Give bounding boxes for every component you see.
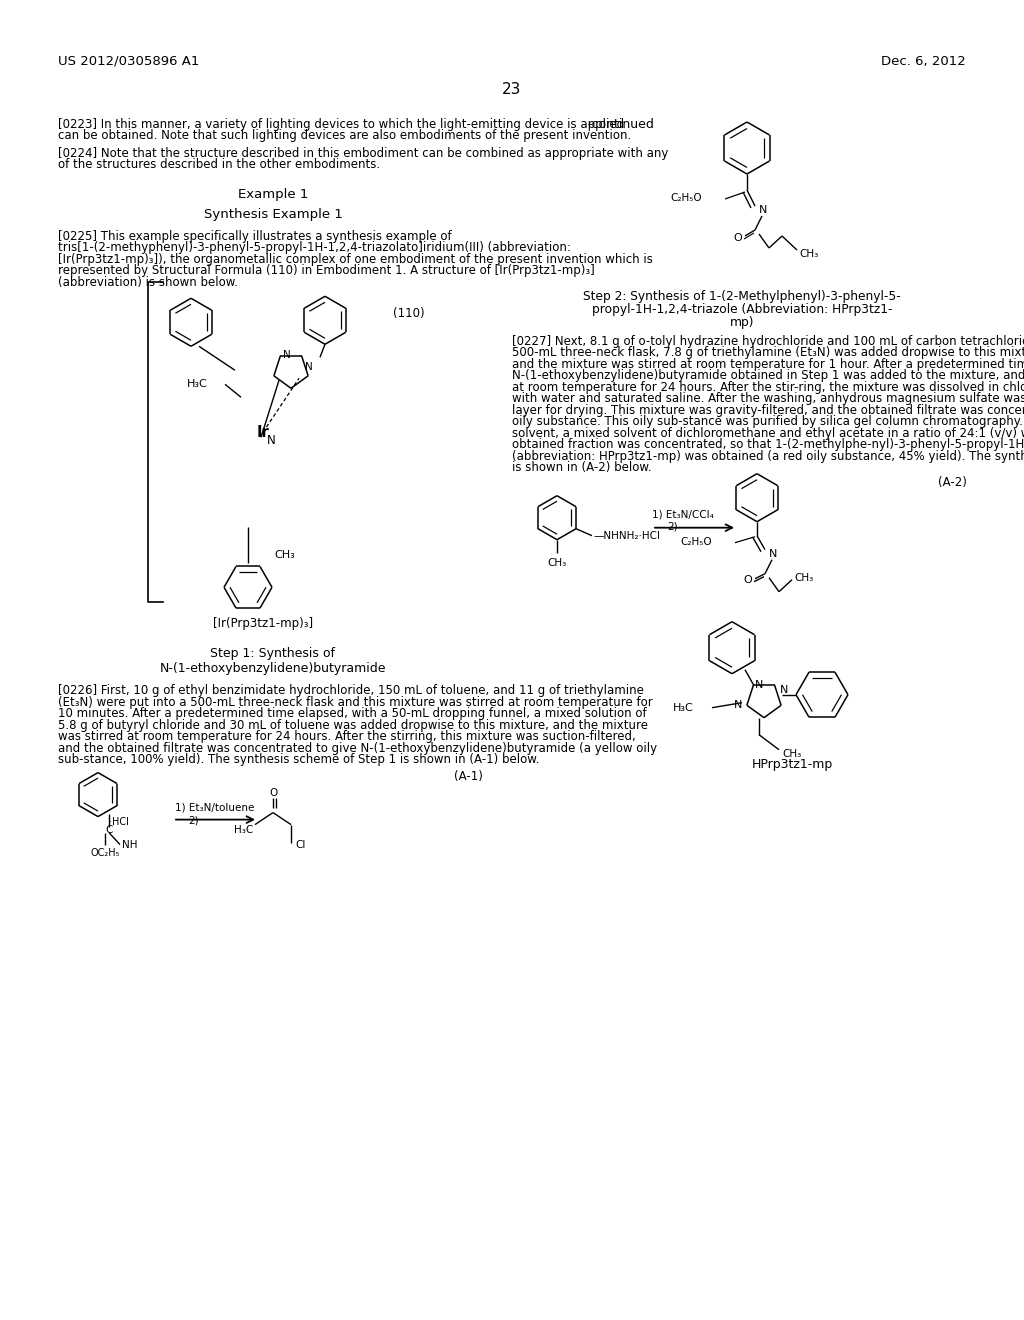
Text: Example 1: Example 1 xyxy=(238,187,308,201)
Text: Step 1: Synthesis of: Step 1: Synthesis of xyxy=(211,647,336,660)
Text: C₂H₅O: C₂H₅O xyxy=(671,193,702,203)
Text: H₃C: H₃C xyxy=(233,825,253,834)
Text: 2): 2) xyxy=(667,521,678,532)
Text: N: N xyxy=(780,685,788,694)
Text: CH₃: CH₃ xyxy=(794,573,813,582)
Text: N: N xyxy=(266,434,275,446)
Text: (110): (110) xyxy=(393,308,425,321)
Text: O: O xyxy=(269,788,278,797)
Text: (abbreviation: HPrp3tz1-mp) was obtained (a red oily substance, 45% yield). The : (abbreviation: HPrp3tz1-mp) was obtained… xyxy=(512,450,1024,463)
Text: can be obtained. Note that such lighting devices are also embodiments of the pre: can be obtained. Note that such lighting… xyxy=(58,129,631,143)
Text: and the mixture was stirred at room temperature for 1 hour. After a predetermine: and the mixture was stirred at room temp… xyxy=(512,358,1024,371)
Text: [0223] In this manner, a variety of lighting devices to which the light-emitting: [0223] In this manner, a variety of ligh… xyxy=(58,117,624,131)
Text: OC₂H₅: OC₂H₅ xyxy=(90,847,120,858)
Text: and the obtained filtrate was concentrated to give N-(1-ethoxybenzylidene)butyra: and the obtained filtrate was concentrat… xyxy=(58,742,657,755)
Text: -continued: -continued xyxy=(587,117,654,131)
Text: 1) Et₃N/CCl₄: 1) Et₃N/CCl₄ xyxy=(652,510,714,520)
Text: H₃C: H₃C xyxy=(673,702,694,713)
Text: is shown in (A-2) below.: is shown in (A-2) below. xyxy=(512,461,651,474)
Text: 23: 23 xyxy=(503,82,521,96)
Text: CH₃: CH₃ xyxy=(548,557,566,568)
Text: (A-2): (A-2) xyxy=(938,475,967,488)
Text: was stirred at room temperature for 24 hours. After the stirring, this mixture w: was stirred at room temperature for 24 h… xyxy=(58,730,636,743)
Text: [0227] Next, 8.1 g of o-tolyl hydrazine hydrochloride and 100 mL of carbon tetra: [0227] Next, 8.1 g of o-tolyl hydrazine … xyxy=(512,335,1024,348)
Text: CH₃: CH₃ xyxy=(782,748,801,759)
Text: N: N xyxy=(733,700,742,710)
Text: —NHNH₂·HCl: —NHNH₂·HCl xyxy=(594,531,662,541)
Text: (abbreviation) is shown below.: (abbreviation) is shown below. xyxy=(58,276,238,289)
Text: [0226] First, 10 g of ethyl benzimidate hydrochloride, 150 mL of toluene, and 11: [0226] First, 10 g of ethyl benzimidate … xyxy=(58,684,644,697)
Text: N-(1-ethoxybenzylidene)butyramide obtained in Step 1 was added to the mixture, a: N-(1-ethoxybenzylidene)butyramide obtain… xyxy=(512,370,1024,383)
Text: represented by Structural Formula (110) in Embodiment 1. A structure of [Ir(Prp3: represented by Structural Formula (110) … xyxy=(58,264,595,277)
Text: Cl: Cl xyxy=(295,840,305,850)
Text: Dec. 6, 2012: Dec. 6, 2012 xyxy=(882,55,966,69)
Text: [0224] Note that the structure described in this embodiment can be combined as a: [0224] Note that the structure described… xyxy=(58,147,669,160)
Text: H₃C: H₃C xyxy=(187,379,208,389)
Text: N: N xyxy=(755,680,763,689)
Text: C₂H₅O: C₂H₅O xyxy=(680,537,712,546)
Text: 1) Et₃N/toluene: 1) Et₃N/toluene xyxy=(175,803,254,813)
Text: [Ir(Prp3tz1-mp)₃]: [Ir(Prp3tz1-mp)₃] xyxy=(213,618,313,630)
Text: propyl-1H-1,2,4-triazole (Abbreviation: HPrp3tz1-: propyl-1H-1,2,4-triazole (Abbreviation: … xyxy=(592,304,892,315)
Text: O: O xyxy=(733,234,742,243)
Text: 5.8 g of butyryl chloride and 30 mL of toluene was added dropwise to this mixtur: 5.8 g of butyryl chloride and 30 mL of t… xyxy=(58,718,648,731)
Text: at room temperature for 24 hours. After the stir-ring, the mixture was dissolved: at room temperature for 24 hours. After … xyxy=(512,381,1024,393)
Text: Ir: Ir xyxy=(257,425,269,440)
Text: N: N xyxy=(759,205,767,215)
Text: Step 2: Synthesis of 1-(2-Methylphenyl)-3-phenyl-5-: Step 2: Synthesis of 1-(2-Methylphenyl)-… xyxy=(583,290,901,304)
Text: 2): 2) xyxy=(188,816,199,825)
Text: solvent, a mixed solvent of dichloromethane and ethyl acetate in a ratio of 24:1: solvent, a mixed solvent of dichlorometh… xyxy=(512,426,1024,440)
Text: (Et₃N) were put into a 500-mL three-neck flask and this mixture was stirred at r: (Et₃N) were put into a 500-mL three-neck… xyxy=(58,696,652,709)
Text: tris[1-(2-methyphenyl)-3-phenyl-5-propyl-1H-1,2,4-triazolato]iridium(III) (abbre: tris[1-(2-methyphenyl)-3-phenyl-5-propyl… xyxy=(58,242,570,255)
Text: mp): mp) xyxy=(730,315,755,329)
Text: N: N xyxy=(769,549,777,558)
Text: 10 minutes. After a predetermined time elapsed, with a 50-mL dropping funnel, a : 10 minutes. After a predetermined time e… xyxy=(58,708,646,721)
Text: C: C xyxy=(105,825,113,834)
Text: N-(1-ethoxybenzylidene)butyramide: N-(1-ethoxybenzylidene)butyramide xyxy=(160,663,386,676)
Text: obtained fraction was concentrated, so that 1-(2-methylphe-nyl)-3-phenyl-5-propy: obtained fraction was concentrated, so t… xyxy=(512,438,1024,451)
Text: layer for drying. This mixture was gravity-filtered, and the obtained filtrate w: layer for drying. This mixture was gravi… xyxy=(512,404,1024,417)
Text: N: N xyxy=(305,362,312,372)
Text: [0225] This example specifically illustrates a synthesis example of: [0225] This example specifically illustr… xyxy=(58,230,452,243)
Text: N: N xyxy=(283,350,291,360)
Text: HPrp3tz1-mp: HPrp3tz1-mp xyxy=(752,758,833,771)
Text: [Ir(Prp3tz1-mp)₃]), the organometallic complex of one embodiment of the present : [Ir(Prp3tz1-mp)₃]), the organometallic c… xyxy=(58,253,653,265)
Text: oily substance. This oily sub-stance was purified by silica gel column chromatog: oily substance. This oily sub-stance was… xyxy=(512,416,1024,428)
Text: Synthesis Example 1: Synthesis Example 1 xyxy=(204,209,342,220)
Text: of the structures described in the other embodiments.: of the structures described in the other… xyxy=(58,158,380,172)
Text: ·HCl: ·HCl xyxy=(109,817,129,826)
Text: NH: NH xyxy=(122,840,137,850)
Text: with water and saturated saline. After the washing, anhydrous magnesium sulfate : with water and saturated saline. After t… xyxy=(512,392,1024,405)
Text: (A-1): (A-1) xyxy=(454,770,483,783)
Text: 500-mL three-neck flask, 7.8 g of triethylamine (Et₃N) was added dropwise to thi: 500-mL three-neck flask, 7.8 g of trieth… xyxy=(512,346,1024,359)
Text: CH₃: CH₃ xyxy=(799,249,818,259)
Text: US 2012/0305896 A1: US 2012/0305896 A1 xyxy=(58,55,200,69)
Text: sub-stance, 100% yield). The synthesis scheme of Step 1 is shown in (A-1) below.: sub-stance, 100% yield). The synthesis s… xyxy=(58,754,540,766)
Text: O: O xyxy=(743,574,752,585)
Text: CH₃: CH₃ xyxy=(274,550,295,560)
